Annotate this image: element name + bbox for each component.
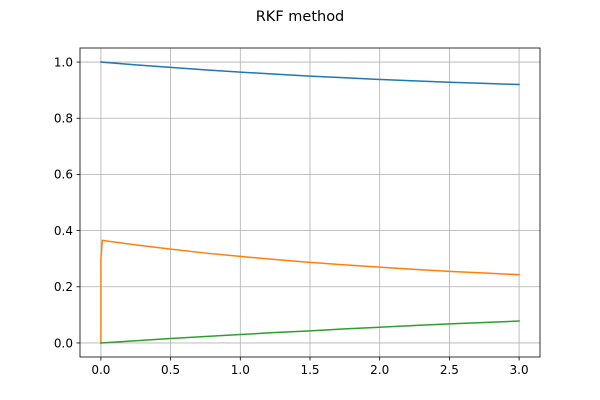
y-tick-label: 0.4 — [54, 224, 73, 238]
series-line-2 — [100, 239, 520, 344]
y-tick-label: 0.0 — [54, 336, 73, 350]
chart-title: RKF method — [256, 9, 345, 25]
x-tick-label: 1.5 — [300, 363, 319, 377]
x-axis-ticks: 0.0 0.5 1.0 1.5 2.0 2.5 3.0 — [91, 357, 529, 377]
y-tick-label: 0.8 — [54, 112, 73, 126]
x-tick-label: 2.0 — [370, 363, 389, 377]
y-tick-label: 1.0 — [54, 55, 73, 69]
y-tick-label: 0.6 — [54, 168, 73, 182]
x-tick-label: 0.5 — [161, 363, 180, 377]
x-tick-label: 0.0 — [91, 363, 110, 377]
x-tick-label: 3.0 — [510, 363, 529, 377]
x-tick-label: 2.5 — [440, 363, 459, 377]
y-axis-ticks: 0.0 0.2 0.4 0.6 0.8 1.0 — [54, 55, 80, 350]
series-line-3 — [100, 320, 520, 344]
y-tick-label: 0.2 — [54, 280, 73, 294]
x-tick-label: 1.0 — [231, 363, 250, 377]
series-line-1 — [100, 61, 520, 86]
grid — [80, 48, 540, 357]
series-lines — [100, 61, 520, 344]
